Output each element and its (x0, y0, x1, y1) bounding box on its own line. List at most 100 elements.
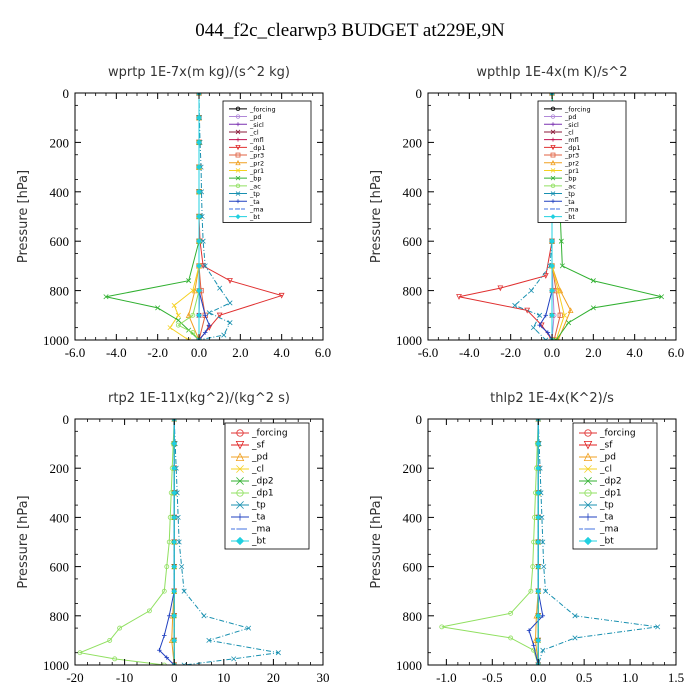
legend-marker (550, 144, 556, 151)
legend-marker (550, 168, 556, 173)
y-axis-label: Pressure [hPa] (369, 170, 384, 263)
data-point-bp (553, 337, 559, 340)
legend-label: _pr3 (249, 152, 264, 160)
data-point-bp (559, 263, 565, 269)
legend-label: _dp1 (249, 144, 266, 152)
data-point-tp (179, 564, 185, 570)
legend-marker (551, 137, 555, 142)
y-tick-label: 800 (403, 284, 423, 299)
x-tick-label: 0 (171, 670, 178, 685)
legend-label: _dp1 (251, 489, 274, 499)
legend-label: _forcing (251, 429, 288, 439)
legend-item: _tp (579, 501, 614, 511)
legend-label: _bp (564, 175, 577, 183)
data-point-bp (103, 294, 109, 300)
legend-marker (235, 536, 245, 546)
legend-marker (583, 452, 593, 461)
data-point-ta (207, 322, 212, 328)
legend-item: _ac (229, 182, 261, 190)
y-tick-label: 0 (416, 86, 423, 101)
data-point-dp1 (117, 625, 123, 631)
legend-item: _ta (579, 513, 614, 523)
y-tick-label: 1000 (396, 658, 422, 673)
y-axis-label: Pressure [hPa] (369, 495, 384, 588)
x-tick-label: 2.0 (585, 345, 601, 360)
legend-marker (583, 536, 593, 546)
data-point-ac (190, 330, 196, 336)
legend-item: _sicl (229, 121, 264, 129)
x-tick-label: 4.0 (274, 345, 290, 360)
legend-marker (235, 144, 241, 151)
legend-label: _pr1 (249, 167, 264, 175)
y-tick-label: 1000 (43, 333, 69, 348)
legend-marker (551, 199, 555, 204)
legend-box (572, 422, 658, 550)
legend-item: _pd (579, 453, 616, 463)
legend-marker (235, 441, 245, 450)
legend-label: _dp1 (564, 144, 581, 152)
legend-item: _mfl (229, 136, 264, 144)
data-point-tp (539, 514, 545, 520)
y-tick-label: 800 (50, 609, 70, 624)
legend-marker (550, 129, 556, 135)
x-tick-label: -1.0 (436, 670, 457, 685)
legend-item: _ma (579, 525, 619, 535)
legend-label: _tp (599, 501, 614, 511)
y-tick-label: 0 (63, 412, 70, 427)
legend-marker (584, 513, 592, 521)
legend-label: _ac (564, 182, 576, 190)
series-line-dp1 (78, 419, 175, 665)
data-point-tp (572, 613, 578, 619)
legend-item: _forcing (229, 105, 276, 113)
panel-thlp2: thlp2 1E-4x(K^2)/s Pressure [hPa] -1.0 -0.5… (369, 391, 684, 685)
legend-label: _ta (599, 513, 614, 523)
legend-label: _pd (564, 113, 577, 121)
data-point-bt (171, 637, 178, 644)
legend-marker (584, 477, 592, 485)
data-point-dp1 (528, 588, 534, 594)
x-tick-label: -6.0 (418, 345, 439, 360)
legend-item: _ta (544, 198, 575, 206)
data-point-bp (590, 278, 596, 284)
data-point-bt (171, 489, 178, 496)
legend-marker (550, 114, 556, 119)
legend-label: _ta (249, 198, 260, 206)
legend-item: _sicl (544, 121, 579, 129)
legend-box (224, 422, 310, 550)
legend-item: _sf (231, 441, 265, 451)
y-tick-label: 600 (403, 560, 423, 575)
data-point-tp (206, 637, 212, 643)
legend-item: _tp (544, 190, 575, 198)
data-point-pr1 (561, 312, 567, 318)
legend-item: _pr2 (229, 159, 264, 167)
x-tick-label: 0.0 (191, 345, 207, 360)
data-point-pr1 (555, 288, 561, 294)
legend-marker (550, 106, 556, 112)
legend-label: _cl (249, 128, 259, 136)
legend-item: _dp1 (229, 144, 266, 152)
data-point-bt (171, 539, 178, 545)
data-point-tp (275, 650, 281, 656)
data-point-bt (171, 465, 178, 472)
data-point-dp1 (542, 273, 549, 279)
legend-marker (550, 152, 556, 158)
data-point-tp (540, 647, 546, 653)
y-tick-label: 200 (403, 135, 423, 150)
x-tick-label: 4.0 (627, 345, 643, 360)
series-line-tp (198, 93, 231, 340)
y-tick-label: 600 (50, 234, 70, 249)
data-point-tp (543, 588, 549, 594)
legend-item: _cl (229, 128, 259, 136)
legend: _forcing_pd_sicl_cl_mfl_dp1_pr3_pr2_pr1_… (222, 100, 312, 223)
legend-marker (235, 183, 241, 189)
legend-item: _dp2 (231, 477, 274, 487)
data-point-pr1 (186, 337, 192, 340)
x-tick-label: -0.5 (482, 670, 503, 685)
data-point-tp (227, 320, 233, 326)
x-tick-label: 2.0 (232, 345, 248, 360)
legend-label: _cl (599, 465, 612, 475)
data-point-bt (535, 563, 542, 570)
data-point-tp (196, 93, 202, 96)
legend-item: _ma (544, 205, 579, 213)
y-tick-label: 0 (63, 86, 70, 101)
